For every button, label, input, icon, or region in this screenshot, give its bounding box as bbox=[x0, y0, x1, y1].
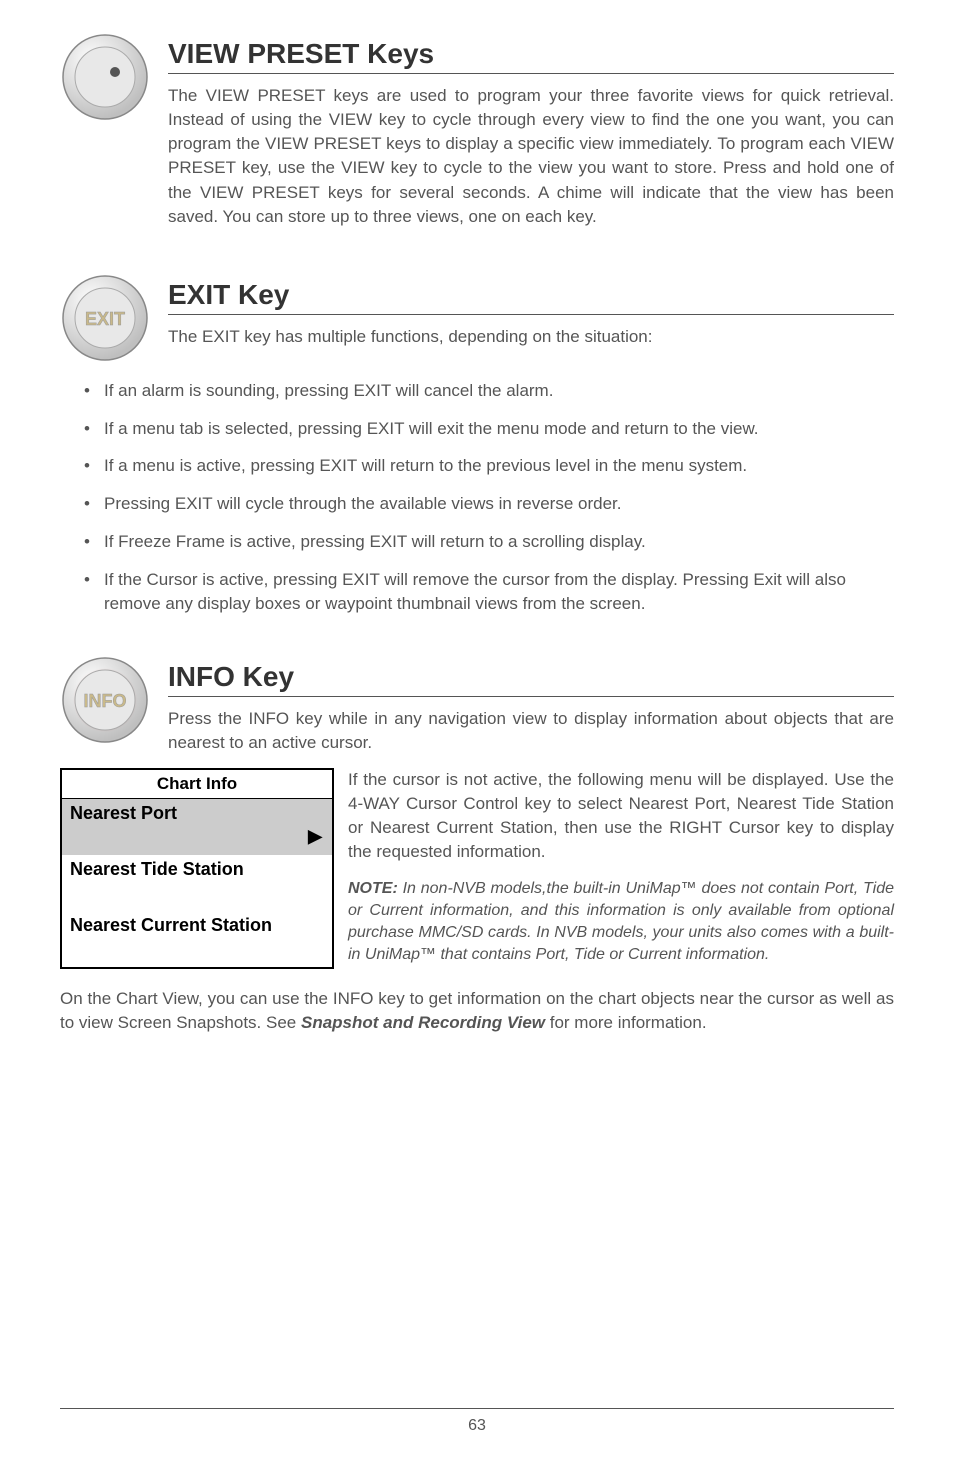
info-note: NOTE: In non-NVB models,the built-in Uni… bbox=[348, 878, 894, 966]
chart-item-label: Nearest Port bbox=[70, 803, 177, 824]
view-preset-body: The VIEW PRESET keys are used to program… bbox=[168, 84, 894, 229]
section-info: INFO INFO Key Press the INFO key while i… bbox=[60, 655, 894, 1035]
chart-info-menu: Chart Info Nearest Port ▶ Nearest Tide S… bbox=[60, 768, 334, 969]
exit-bullets: If an alarm is sounding, pressing EXIT w… bbox=[84, 379, 894, 616]
note-label: NOTE: bbox=[348, 880, 398, 897]
info-key-icon: INFO bbox=[60, 655, 150, 745]
info-right-body: If the cursor is not active, the followi… bbox=[348, 768, 894, 865]
exit-title: EXIT Key bbox=[168, 279, 894, 315]
chart-item-label: Nearest Current Station bbox=[70, 915, 272, 936]
chart-menu-item-tide[interactable]: Nearest Tide Station bbox=[62, 855, 332, 911]
header-text: EXIT Key The EXIT key has multiple funct… bbox=[168, 273, 894, 349]
svg-text:INFO: INFO bbox=[84, 691, 127, 711]
header-text: VIEW PRESET Keys The VIEW PRESET keys ar… bbox=[168, 32, 894, 229]
chart-menu-item-port[interactable]: Nearest Port ▶ bbox=[62, 799, 332, 855]
info-title: INFO Key bbox=[168, 661, 894, 697]
exit-intro: The EXIT key has multiple functions, dep… bbox=[168, 325, 894, 349]
list-item: If a menu is active, pressing EXIT will … bbox=[84, 454, 894, 478]
section-header: INFO INFO Key Press the INFO key while i… bbox=[60, 655, 894, 755]
info-bottom-para: On the Chart View, you can use the INFO … bbox=[60, 987, 894, 1035]
info-right-column: If the cursor is not active, the followi… bbox=[348, 768, 894, 967]
note-body: In non-NVB models,the built-in UniMap™ d… bbox=[348, 880, 894, 963]
bottom-text-2: for more information. bbox=[545, 1013, 707, 1032]
list-item: If the Cursor is active, pressing EXIT w… bbox=[84, 568, 894, 616]
header-text: INFO Key Press the INFO key while in any… bbox=[168, 655, 894, 755]
info-intro: Press the INFO key while in any navigati… bbox=[168, 707, 894, 755]
list-item: Pressing EXIT will cycle through the ava… bbox=[84, 492, 894, 516]
page-number: 63 bbox=[468, 1417, 486, 1434]
view-preset-key-icon bbox=[60, 32, 150, 122]
footer-divider bbox=[60, 1408, 894, 1409]
section-header: EXIT EXIT Key The EXIT key has multiple … bbox=[60, 273, 894, 363]
bottom-text-bold: Snapshot and Recording View bbox=[301, 1013, 545, 1032]
view-preset-title: VIEW PRESET Keys bbox=[168, 38, 894, 74]
section-header: VIEW PRESET Keys The VIEW PRESET keys ar… bbox=[60, 32, 894, 229]
list-item: If a menu tab is selected, pressing EXIT… bbox=[84, 417, 894, 441]
section-view-preset: VIEW PRESET Keys The VIEW PRESET keys ar… bbox=[60, 32, 894, 229]
page-footer: 63 bbox=[60, 1408, 894, 1435]
exit-key-icon: EXIT bbox=[60, 273, 150, 363]
chart-info-heading: Chart Info bbox=[62, 770, 332, 799]
chart-menu-item-current[interactable]: Nearest Current Station bbox=[62, 911, 332, 967]
chart-item-label: Nearest Tide Station bbox=[70, 859, 244, 880]
svg-text:EXIT: EXIT bbox=[85, 309, 125, 329]
right-arrow-icon: ▶ bbox=[308, 826, 322, 847]
section-exit: EXIT EXIT Key The EXIT key has multiple … bbox=[60, 273, 894, 616]
list-item: If an alarm is sounding, pressing EXIT w… bbox=[84, 379, 894, 403]
info-row: Chart Info Nearest Port ▶ Nearest Tide S… bbox=[60, 768, 894, 969]
list-item: If Freeze Frame is active, pressing EXIT… bbox=[84, 530, 894, 554]
